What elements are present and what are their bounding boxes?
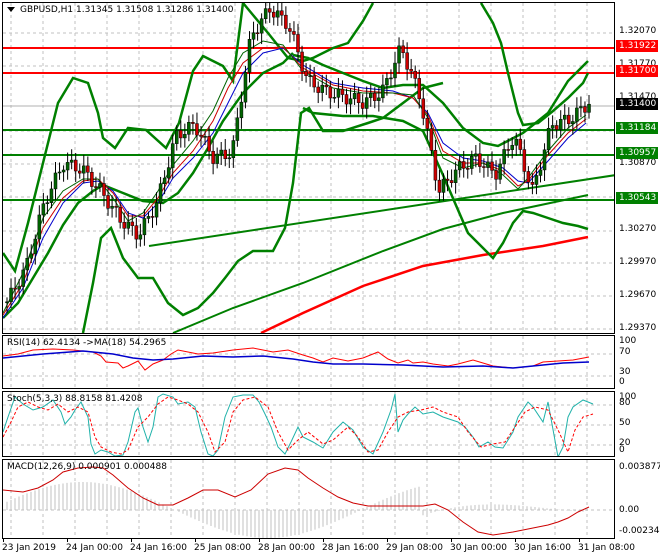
time-label: 30 Jan 00:00	[450, 543, 507, 553]
macd-signal-line	[3, 466, 590, 536]
time-label: 28 Jan 00:00	[258, 543, 315, 553]
price-tick: 1.29970	[619, 257, 657, 267]
bollinger-upper-3	[479, 3, 590, 127]
bollinger-lower-1	[81, 81, 444, 333]
stoch-tick: 50	[619, 418, 631, 428]
macd-tick: 0.003877	[619, 462, 660, 472]
price-chart-canvas	[3, 3, 615, 333]
grid	[3, 392, 614, 456]
macd-panel[interactable]: MACD(12,26,9) 0.000901 0.000488	[2, 459, 615, 539]
grid	[3, 336, 614, 388]
time-label: 30 Jan 16:00	[514, 543, 571, 553]
stoch-tick: 100	[619, 392, 637, 402]
rsi-title: RSI(14) 62.4134 ->MA(18) 54.2965	[7, 338, 167, 348]
price-tick: 1.31770	[619, 59, 657, 69]
time-label: 29 Jan 08:00	[386, 543, 443, 553]
macd-title: MACD(12,26,9) 0.000901 0.000488	[7, 462, 167, 472]
time-label: 24 Jan 00:00	[66, 543, 123, 553]
macd-tick: -0.002344	[619, 526, 660, 536]
rsi-tick: 100	[619, 336, 637, 346]
price-tick: 1.31470	[619, 92, 657, 102]
rsi-panel[interactable]: RSI(14) 62.4134 ->MA(18) 54.2965	[2, 335, 615, 389]
stoch-tick: 20	[619, 438, 631, 448]
bollinger-middle-1	[3, 52, 294, 319]
level-tag-support-1: 1.31184	[616, 122, 658, 134]
macd-histogram	[6, 482, 584, 538]
stoch-signal-line	[3, 396, 594, 455]
time-label: 31 Jan 08:00	[578, 543, 635, 553]
rsi-tick: 30	[619, 367, 631, 377]
price-tick: 1.29670	[619, 290, 657, 300]
rsi-canvas	[3, 336, 614, 388]
price-tick: 1.29370	[619, 323, 657, 333]
rsi-ma-line	[3, 350, 590, 369]
bollinger-middle-2	[292, 53, 589, 148]
level-tag-resistance-1: 1.31922	[616, 40, 658, 52]
long-ma-line	[260, 235, 589, 333]
rsi-tick: 0	[619, 377, 625, 387]
price-tick: 1.32070	[619, 26, 657, 36]
time-label: 24 Jan 16:00	[130, 543, 187, 553]
rsi-line	[3, 347, 590, 371]
stoch-title: Stoch(5,3,3) 88.8158 81.4208	[7, 394, 143, 404]
price-tick: 1.30870	[619, 158, 657, 168]
macd-tick: 0.00	[619, 505, 640, 515]
bollinger-upper-1	[3, 3, 245, 274]
level-tag-resistance-2: 1.31700	[616, 65, 658, 77]
trendline-upper[interactable]	[148, 174, 615, 247]
grid	[3, 3, 614, 333]
level-tag-support-3: 1.30543	[616, 192, 658, 204]
bollinger-lower-2	[302, 106, 589, 260]
trendline-lower[interactable]	[172, 194, 589, 333]
candlesticks	[5, 3, 591, 313]
current-price-tag: 1.31400	[616, 98, 658, 110]
time-label: 28 Jan 16:00	[322, 543, 379, 553]
time-label: 25 Jan 08:00	[194, 543, 251, 553]
level-tag-support-2: 1.30957	[616, 147, 658, 159]
stochastic-panel[interactable]: Stoch(5,3,3) 88.8158 81.4208	[2, 391, 615, 457]
chart-title: GBPUSD,H1 1.31345 1.31508 1.31286 1.3140…	[7, 5, 233, 15]
stoch-tick: 0	[619, 445, 625, 455]
stoch-tick: 80	[619, 398, 631, 408]
dropdown-triangle-icon[interactable]	[7, 7, 15, 12]
stoch-canvas	[3, 392, 614, 456]
time-label: 23 Jan 2019	[2, 543, 56, 553]
stoch-main-line	[3, 393, 594, 456]
macd-canvas	[3, 460, 614, 538]
chart-title-text: GBPUSD,H1 1.31345 1.31508 1.31286 1.3140…	[20, 5, 234, 15]
price-tick: 1.30270	[619, 224, 657, 234]
rsi-tick: 70	[619, 347, 631, 357]
main-price-chart[interactable]: GBPUSD,H1 1.31345 1.31508 1.31286 1.3140…	[2, 2, 615, 334]
